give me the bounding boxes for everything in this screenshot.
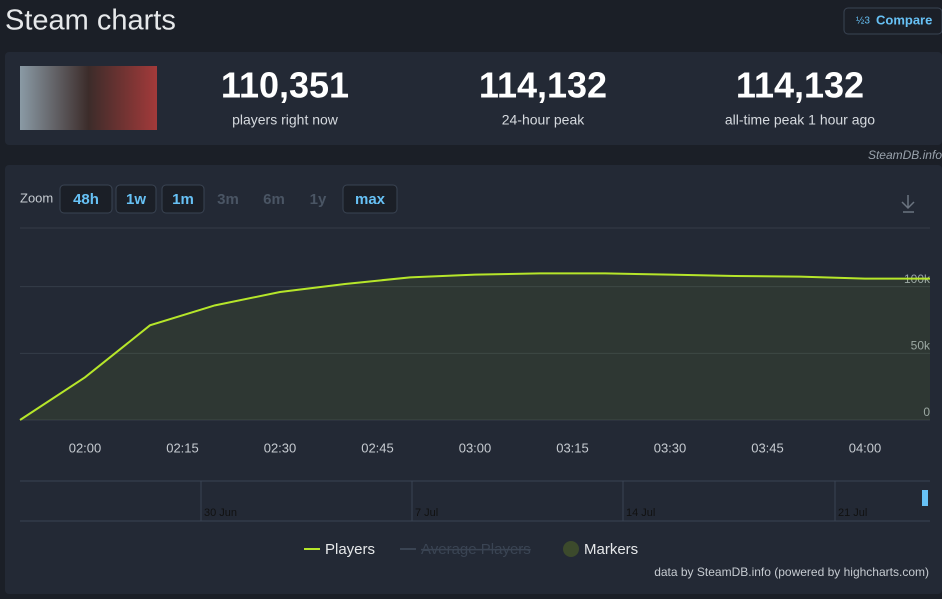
source: SteamDB.info	[868, 148, 942, 162]
legend-item[interactable]: Players	[325, 541, 375, 558]
x-tick-label: 03:45	[751, 440, 784, 455]
navigator-label: 30 Jun	[204, 507, 237, 519]
stat-label: 24-hour peak	[502, 112, 586, 128]
zoom-button-label[interactable]: 1m	[172, 191, 194, 208]
navigator-label: 21 Jul	[838, 507, 867, 519]
y-tick-label: 0	[923, 405, 930, 419]
zoom-button-label[interactable]: max	[355, 191, 386, 208]
legend-swatch	[563, 541, 579, 557]
zoom-label: Zoom	[20, 190, 53, 205]
stat-value: 114,132	[479, 65, 607, 106]
stats-panel	[5, 52, 942, 145]
compare-label[interactable]: Compare	[876, 12, 932, 27]
chart-panel	[5, 165, 942, 594]
series-area	[20, 273, 930, 420]
x-tick-label: 02:30	[264, 440, 297, 455]
game-image	[20, 66, 157, 130]
x-tick-label: 03:15	[556, 440, 589, 455]
zoom-button-label: 6m	[263, 191, 285, 208]
x-tick-label: 04:00	[849, 440, 882, 455]
stat-label: players right now	[232, 112, 339, 128]
x-tick-label: 03:00	[459, 440, 492, 455]
navigator-label: 14 Jul	[626, 507, 655, 519]
zoom-button[interactable]	[342, 184, 398, 214]
download-icon[interactable]	[901, 195, 915, 213]
series-line	[19, 272, 930, 421]
zoom-button-label: 1y	[310, 191, 327, 208]
legend-item[interactable]: Average Players	[421, 541, 531, 558]
compare-button[interactable]	[843, 7, 942, 35]
x-tick-label: 02:00	[69, 440, 102, 455]
zoom-button[interactable]	[59, 184, 113, 214]
zoom-button-label[interactable]: 48h	[73, 191, 99, 208]
x-tick-label: 02:15	[166, 440, 199, 455]
credit: data by SteamDB.info (powered by highcha…	[654, 565, 929, 579]
zoom-button[interactable]	[115, 184, 157, 214]
y-tick-label: 50k	[911, 339, 931, 353]
compare-icon: ½3	[856, 16, 870, 27]
stat-label: all-time peak 1 hour ago	[725, 112, 875, 128]
stat-value: 114,132	[736, 65, 864, 106]
legend-item[interactable]: Markers	[584, 541, 638, 558]
zoom-button-label: 3m	[217, 191, 239, 208]
x-tick-label: 03:30	[654, 440, 687, 455]
navigator-label: 7 Jul	[415, 507, 438, 519]
zoom-button[interactable]	[161, 184, 205, 214]
navigator-handle[interactable]	[922, 490, 928, 506]
stat-value: 110,351	[221, 65, 349, 106]
zoom-button-label[interactable]: 1w	[126, 191, 146, 208]
page-title: Steam charts	[5, 5, 176, 37]
x-tick-label: 02:45	[361, 440, 394, 455]
